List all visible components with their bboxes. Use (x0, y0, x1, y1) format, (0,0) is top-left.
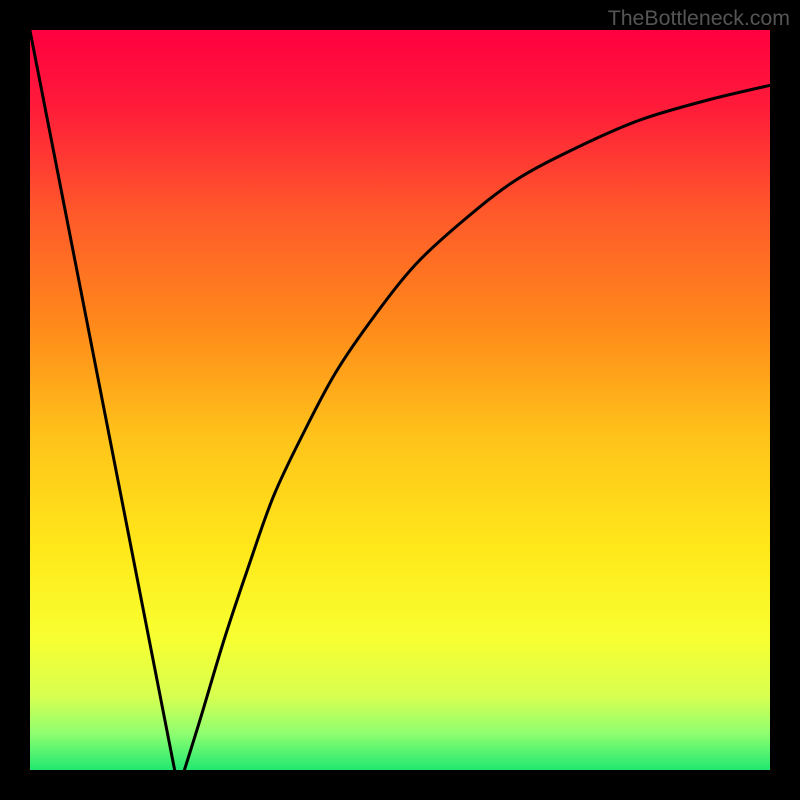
chart-svg (0, 0, 800, 800)
plot-background (30, 30, 770, 770)
figure-root: TheBottleneck.com (0, 0, 800, 800)
